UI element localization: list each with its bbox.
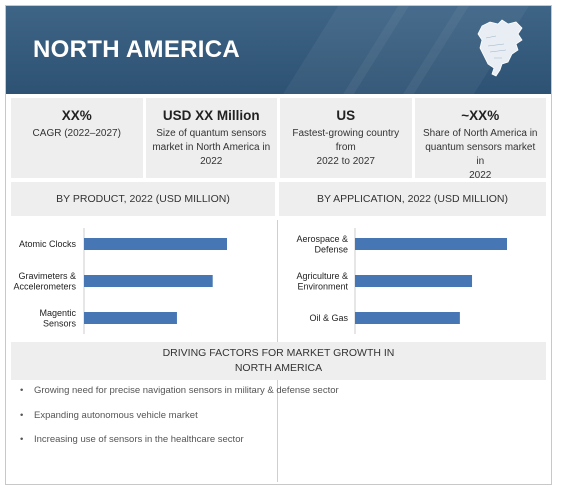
stat-desc-line: market in North America in <box>152 142 271 153</box>
stat-description: Size of quantum sensors market in North … <box>146 127 278 169</box>
category-label-line: Magentic <box>39 308 76 318</box>
page-title: NORTH AMERICA <box>33 36 240 63</box>
drivers-list: • Growing need for precise navigation sen… <box>20 384 339 458</box>
list-item: • Expanding autonomous vehicle market <box>20 409 339 434</box>
stat-desc-line: 2022 <box>469 170 492 181</box>
bullet-icon: • <box>20 385 24 396</box>
chart-bar <box>84 275 213 287</box>
stat-value: US <box>336 108 356 123</box>
chart-bar <box>355 238 507 250</box>
bullet-icon: • <box>20 434 24 445</box>
stat-description: Fastest-growing country from 2022 to 202… <box>280 127 412 169</box>
header-banner: NORTH AMERICA <box>6 6 551 94</box>
stat-description: CAGR (2022–2027) <box>11 127 143 141</box>
stat-cagr: XX% CAGR (2022–2027) <box>11 98 143 178</box>
category-label: Gravimeters & Accelerometers <box>13 271 76 292</box>
category-label-line: Gravimeters & <box>18 271 76 281</box>
stat-market-size: USD XX Million Size of quantum sensors m… <box>145 98 278 178</box>
stat-desc-line: Fastest-growing country from <box>292 128 400 153</box>
chart-bar <box>84 312 177 324</box>
stats-row: XX% CAGR (2022–2027) USD XX Million Size… <box>11 98 546 181</box>
stat-value: XX% <box>61 108 92 123</box>
chart-bar <box>355 312 460 324</box>
category-label: Aerospace & Defense <box>296 234 348 255</box>
application-chart-title: BY APPLICATION, 2022 (USD MILLION) <box>279 182 546 216</box>
drivers-title-line: NORTH AMERICA <box>234 362 323 374</box>
category-label-line: Atomic Clocks <box>19 239 77 249</box>
stat-description: Share of North America in quantum sensor… <box>415 127 547 183</box>
category-label-line: Oil & Gas <box>309 313 348 323</box>
stat-value: USD XX Million <box>162 108 260 123</box>
category-label-line: Sensors <box>43 318 77 328</box>
infographic-frame: NORTH AMERICA XX% CAGR (2022–2027) USD X… <box>5 5 552 485</box>
product-chart-title: BY PRODUCT, 2022 (USD MILLION) <box>11 182 275 216</box>
list-item: • Increasing use of sensors in the health… <box>20 433 339 458</box>
category-label: Oil & Gas <box>309 313 348 323</box>
category-label: Magentic Sensors <box>39 308 76 329</box>
product-bar-chart: Atomic Clocks Gravimeters & Accelerometers… <box>13 228 227 334</box>
stat-desc-line: CAGR (2022–2027) <box>32 128 121 139</box>
driver-text: Growing need for precise navigation sens… <box>34 385 339 396</box>
category-label-line: Agriculture & <box>296 271 348 281</box>
stat-desc-line: 2022 to 2027 <box>316 156 375 167</box>
stat-desc-line: 2022 <box>200 156 223 167</box>
drivers-title-line: DRIVING FACTORS FOR MARKET GROWTH IN <box>162 347 395 359</box>
bullet-icon: • <box>20 409 24 421</box>
stat-desc-line: Share of North America in <box>423 128 538 139</box>
chart-bar <box>355 275 473 287</box>
drivers-title: DRIVING FACTORS FOR MARKET GROWTH IN NOR… <box>11 342 546 380</box>
category-label-line: Defense <box>314 244 348 254</box>
stat-market-share: ~XX% Share of North America in quantum s… <box>414 98 546 181</box>
stat-desc-line: quantum sensors market in <box>425 142 536 167</box>
driver-text: Expanding autonomous vehicle market <box>34 409 198 421</box>
category-label-line: Environment <box>297 281 348 291</box>
list-item: • Growing need for precise navigation sen… <box>20 384 339 409</box>
north-america-map-icon <box>477 19 523 77</box>
stat-value: ~XX% <box>461 108 500 123</box>
category-label-line: Accelerometers <box>13 281 76 291</box>
stat-desc-line: Size of quantum sensors <box>156 128 267 139</box>
chart-bar <box>84 238 227 250</box>
driver-text: Increasing use of sensors in the healthc… <box>34 434 244 445</box>
category-label: Agriculture & Environment <box>296 271 348 292</box>
category-label: Atomic Clocks <box>19 239 77 249</box>
category-label-line: Aerospace & <box>296 234 348 244</box>
application-bar-chart: Aerospace & Defense Agriculture & Environme… <box>296 228 507 334</box>
stat-fastest-country: US Fastest-growing country from 2022 to … <box>280 98 412 178</box>
